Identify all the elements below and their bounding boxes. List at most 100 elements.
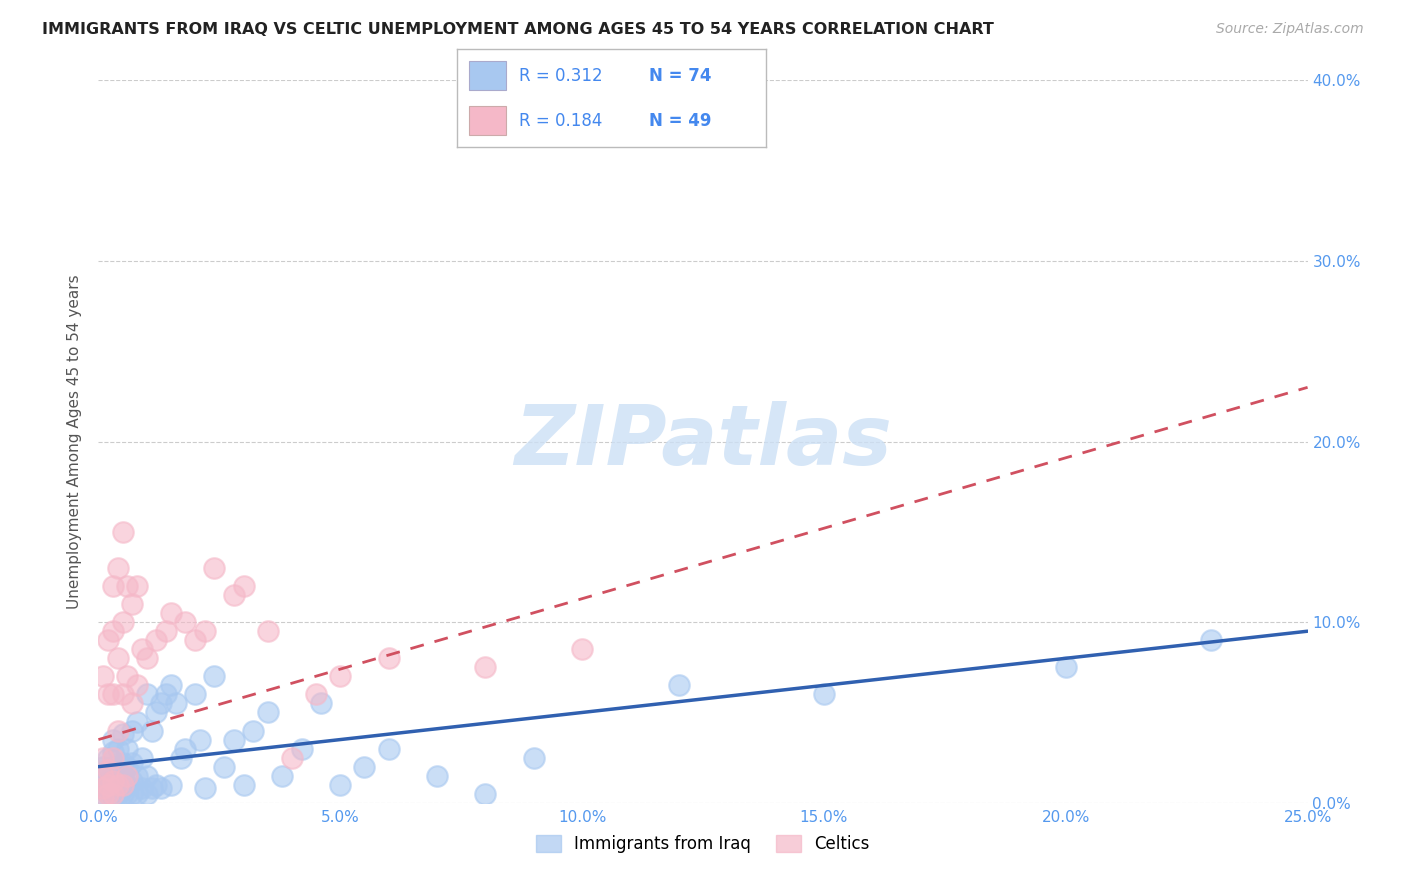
Point (91, 769, 114, 783)
Point (91, 778, 114, 792)
Point (111, 778, 134, 792)
Point (194, 781, 217, 796)
Point (91, 781, 114, 796)
Point (101, 783, 124, 797)
Point (97, 750, 120, 764)
Point (127, 787, 149, 801)
Point (1054, 660, 1077, 674)
Point (101, 774, 124, 789)
Point (271, 769, 294, 783)
Point (107, 723, 129, 738)
Point (127, 769, 149, 783)
Text: R = 0.312: R = 0.312 (519, 67, 602, 85)
Point (135, 687, 157, 701)
Legend: Immigrants from Iraq, Celtics: Immigrants from Iraq, Celtics (530, 828, 876, 860)
Point (523, 750, 546, 764)
Point (474, 660, 496, 674)
Point (117, 787, 139, 801)
Point (426, 769, 449, 783)
Point (97, 633, 120, 648)
Point (101, 774, 124, 789)
Point (169, 750, 191, 764)
Point (91, 750, 114, 764)
Point (232, 579, 254, 593)
Point (101, 579, 124, 593)
Text: Source: ZipAtlas.com: Source: ZipAtlas.com (1216, 22, 1364, 37)
Point (111, 756, 134, 770)
Point (160, 606, 183, 620)
Point (97, 781, 120, 796)
Bar (470, 106, 506, 136)
Point (222, 732, 245, 747)
Point (135, 787, 157, 801)
Point (305, 687, 328, 701)
Point (101, 787, 124, 801)
Point (141, 781, 163, 796)
Point (97, 774, 120, 789)
Point (111, 781, 134, 796)
Point (117, 669, 139, 683)
Point (111, 787, 134, 801)
Point (91, 760, 114, 774)
Point (101, 760, 124, 774)
Point (184, 633, 207, 648)
Point (121, 597, 143, 611)
Point (242, 723, 264, 738)
Point (145, 706, 167, 720)
Point (107, 651, 129, 665)
Point (127, 579, 149, 593)
Point (121, 723, 143, 738)
Point (353, 760, 375, 774)
Point (141, 723, 163, 738)
Point (131, 750, 153, 764)
Point (813, 687, 835, 701)
Point (117, 769, 139, 783)
Point (204, 561, 226, 575)
Point (222, 588, 245, 602)
Point (131, 642, 153, 657)
Text: IMMIGRANTS FROM IRAQ VS CELTIC UNEMPLOYMENT AMONG AGES 45 TO 54 YEARS CORRELATIO: IMMIGRANTS FROM IRAQ VS CELTIC UNEMPLOYM… (42, 22, 994, 37)
Point (97, 778, 120, 792)
Point (117, 579, 139, 593)
Point (145, 633, 167, 648)
Point (121, 774, 143, 789)
Point (121, 787, 143, 801)
Point (107, 741, 129, 756)
Point (160, 778, 183, 792)
Point (97, 687, 120, 701)
Point (101, 624, 124, 639)
Point (97, 764, 120, 778)
Point (131, 781, 153, 796)
Point (107, 764, 129, 778)
Point (256, 706, 278, 720)
Point (107, 778, 129, 792)
Point (256, 624, 278, 639)
Point (204, 669, 226, 683)
Point (111, 615, 134, 630)
Text: R = 0.184: R = 0.184 (519, 112, 602, 129)
Point (101, 790, 124, 805)
Point (97, 764, 120, 778)
Point (101, 750, 124, 764)
Point (135, 651, 157, 665)
Point (117, 741, 139, 756)
Point (121, 756, 143, 770)
Point (668, 678, 690, 692)
Point (474, 787, 496, 801)
Point (107, 778, 129, 792)
Point (121, 697, 143, 711)
Point (111, 524, 134, 539)
Point (97, 787, 120, 801)
Point (91, 669, 114, 683)
Point (155, 687, 177, 701)
Point (174, 741, 197, 756)
Point (150, 781, 173, 796)
Point (135, 769, 157, 783)
Text: N = 49: N = 49 (648, 112, 711, 129)
Point (91, 769, 114, 783)
Point (309, 697, 332, 711)
Point (117, 778, 139, 792)
Point (97, 787, 120, 801)
Point (107, 787, 129, 801)
Point (1199, 633, 1222, 648)
